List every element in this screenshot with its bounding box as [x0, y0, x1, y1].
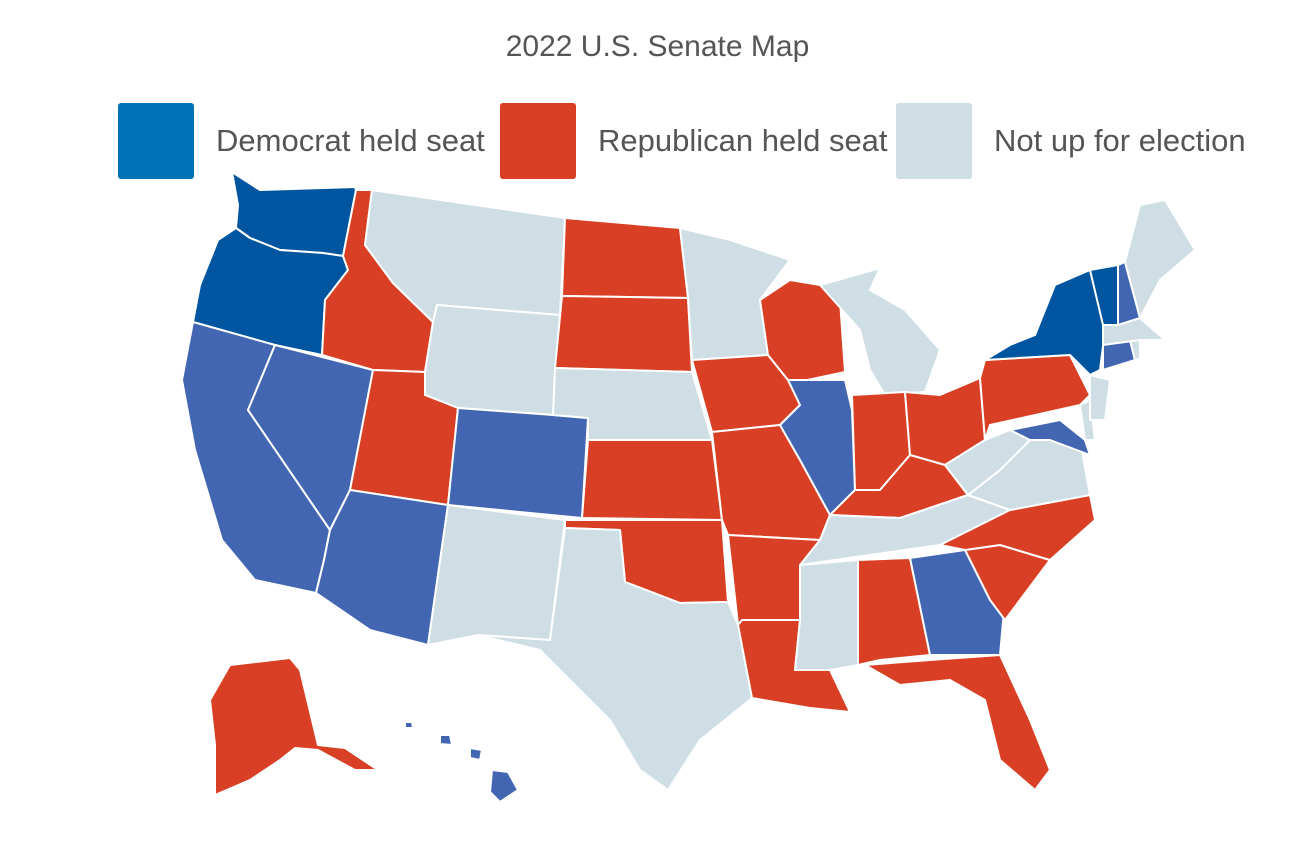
legend-item-not-up: Not up for election [896, 102, 1246, 180]
state-fl[interactable] [864, 654, 1051, 791]
state-nm[interactable] [427, 504, 566, 646]
legend-label-not-up: Not up for election [994, 123, 1246, 158]
state-ak[interactable] [209, 657, 379, 796]
state-wi[interactable] [759, 279, 846, 383]
legend-item-republican: Republican held seat [500, 102, 888, 180]
legend-swatch-democrat [118, 103, 194, 179]
state-me[interactable] [1124, 199, 1196, 319]
state-hi-oahu[interactable] [439, 734, 453, 746]
legend-label-democrat: Democrat held seat [216, 123, 485, 158]
state-nj[interactable] [1089, 374, 1111, 421]
state-co[interactable] [447, 407, 589, 519]
state-hi-big-island[interactable] [489, 769, 519, 803]
state-hi[interactable] [404, 721, 414, 729]
state-hi-maui[interactable] [469, 747, 483, 761]
state-sd[interactable] [554, 295, 693, 373]
state-al[interactable] [857, 557, 931, 666]
state-wy[interactable] [424, 304, 561, 416]
map-title: 2022 U.S. Senate Map [505, 30, 810, 63]
state-mi[interactable] [819, 267, 941, 396]
state-ms[interactable] [794, 559, 859, 671]
state-md[interactable] [1009, 419, 1091, 456]
state-ks[interactable] [581, 439, 723, 521]
legend-item-democrat: Democrat held seat [118, 102, 485, 180]
state-tx[interactable] [477, 527, 753, 791]
legend-swatch-republican [500, 103, 576, 179]
legend-swatch-not-up [896, 103, 972, 179]
state-nd[interactable] [561, 217, 689, 299]
legend-label-republican: Republican held seat [598, 123, 888, 158]
